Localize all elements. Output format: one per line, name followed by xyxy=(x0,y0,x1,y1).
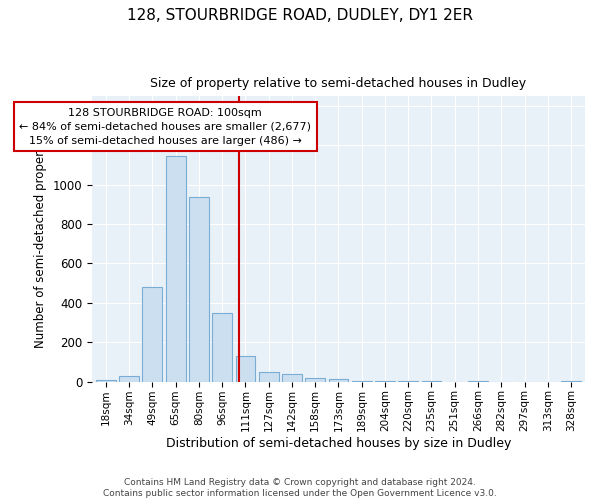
Text: 128 STOURBRIDGE ROAD: 100sqm
← 84% of semi-detached houses are smaller (2,677)
1: 128 STOURBRIDGE ROAD: 100sqm ← 84% of se… xyxy=(19,108,311,146)
Bar xyxy=(142,287,162,382)
Bar xyxy=(236,356,256,382)
Bar xyxy=(352,380,371,382)
Bar xyxy=(305,378,325,382)
Text: Contains HM Land Registry data © Crown copyright and database right 2024.
Contai: Contains HM Land Registry data © Crown c… xyxy=(103,478,497,498)
Bar xyxy=(189,198,209,382)
Bar xyxy=(166,156,185,382)
Bar xyxy=(329,378,349,382)
Title: Size of property relative to semi-detached houses in Dudley: Size of property relative to semi-detach… xyxy=(151,78,527,90)
Bar xyxy=(259,372,278,382)
Bar xyxy=(212,312,232,382)
X-axis label: Distribution of semi-detached houses by size in Dudley: Distribution of semi-detached houses by … xyxy=(166,437,511,450)
Bar xyxy=(119,376,139,382)
Bar xyxy=(96,380,116,382)
Y-axis label: Number of semi-detached properties: Number of semi-detached properties xyxy=(34,130,47,348)
Text: 128, STOURBRIDGE ROAD, DUDLEY, DY1 2ER: 128, STOURBRIDGE ROAD, DUDLEY, DY1 2ER xyxy=(127,8,473,22)
Bar xyxy=(282,374,302,382)
